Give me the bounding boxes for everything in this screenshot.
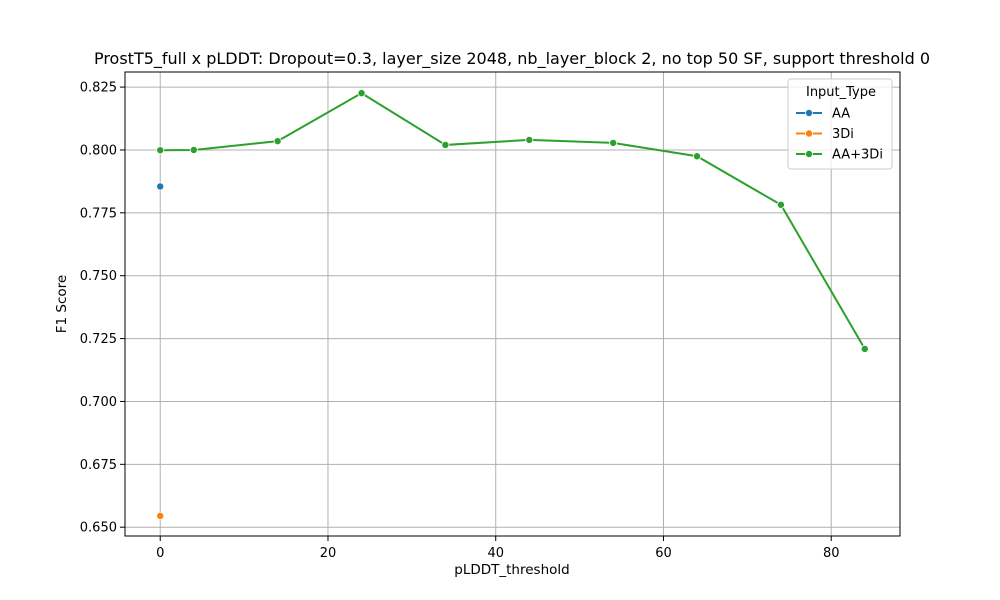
legend-marker-3di bbox=[805, 129, 814, 138]
legend-box bbox=[787, 78, 893, 170]
y-tick-label: 0.775 bbox=[80, 206, 117, 221]
legend-label-3di: 3Di bbox=[832, 127, 854, 142]
data-point-aa-3di bbox=[156, 146, 165, 155]
x-tick-label: 20 bbox=[320, 546, 337, 561]
x-tick-label: 80 bbox=[823, 546, 840, 561]
legend-marker-aa bbox=[805, 109, 814, 118]
data-point-aa-3di bbox=[441, 140, 450, 149]
legend-label-aa: AA bbox=[832, 107, 850, 122]
x-tick-label: 0 bbox=[156, 546, 164, 561]
chart-title: ProstT5_full x pLDDT: Dropout=0.3, layer… bbox=[94, 49, 930, 69]
data-point-aa bbox=[156, 182, 165, 191]
y-tick-label: 0.675 bbox=[80, 458, 117, 473]
data-point-aa-3di bbox=[860, 344, 869, 353]
data-point-aa-3di bbox=[189, 145, 198, 154]
data-point-aa-3di bbox=[693, 152, 702, 161]
data-point-aa-3di bbox=[525, 135, 534, 144]
legend: Input_Type AA 3Di AA+3Di bbox=[787, 78, 893, 170]
data-point-aa-3di bbox=[609, 138, 618, 147]
data-point-aa-3di bbox=[776, 200, 785, 209]
y-axis-ticks: 0.650 0.675 0.700 0.725 0.750 0.775 0.800 0.825 bbox=[80, 81, 125, 536]
data-point-3di bbox=[156, 511, 165, 520]
plot-frame bbox=[124, 71, 901, 537]
data-point-aa-3di bbox=[273, 137, 282, 146]
series-line-aa-3di bbox=[160, 91, 866, 350]
y-tick-label: 0.725 bbox=[80, 332, 117, 347]
x-axis-label: pLDDT_threshold bbox=[454, 562, 569, 578]
x-tick-label: 60 bbox=[655, 546, 672, 561]
y-tick-label: 0.700 bbox=[80, 395, 117, 410]
y-tick-label: 0.650 bbox=[80, 521, 117, 536]
x-axis-ticks: 0 20 40 60 80 bbox=[156, 536, 839, 561]
legend-entries: AA 3Di AA+3Di bbox=[796, 107, 883, 163]
x-tick-label: 40 bbox=[487, 546, 504, 561]
grid bbox=[125, 72, 900, 536]
y-axis-label: F1 Score bbox=[54, 275, 70, 333]
series-layer bbox=[156, 89, 869, 520]
legend-title: Input_Type bbox=[806, 85, 876, 100]
legend-marker-aa-3di bbox=[805, 149, 814, 158]
data-point-aa-3di bbox=[357, 89, 366, 98]
y-tick-label: 0.825 bbox=[80, 81, 117, 96]
y-tick-label: 0.800 bbox=[80, 143, 117, 158]
y-tick-label: 0.750 bbox=[80, 269, 117, 284]
legend-label-aa-3di: AA+3Di bbox=[832, 148, 883, 163]
